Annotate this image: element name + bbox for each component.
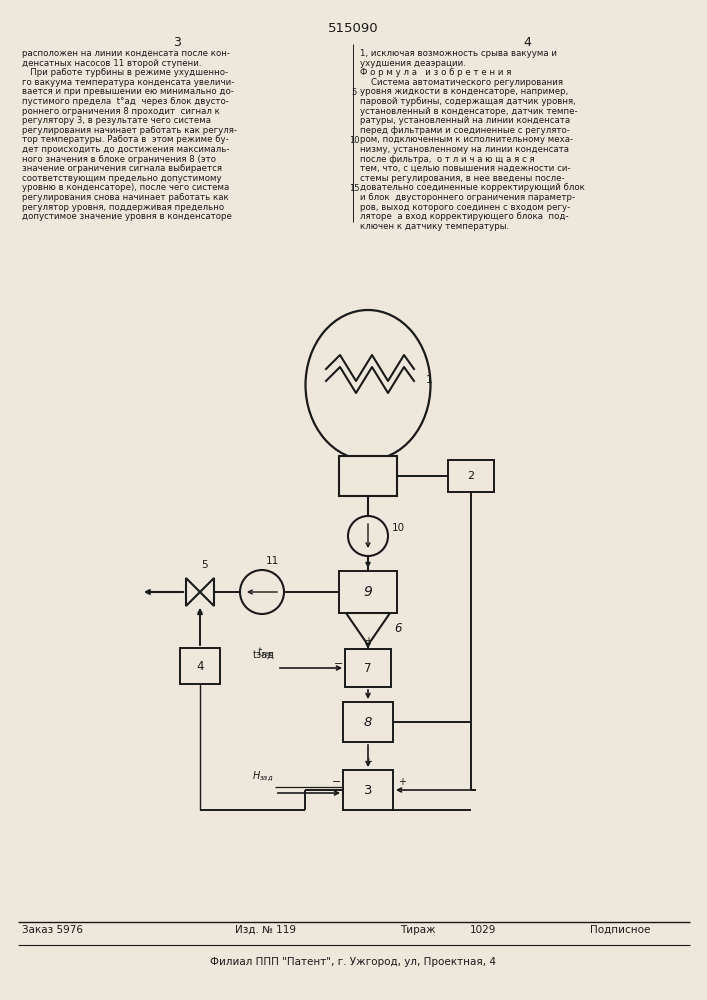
Text: +: + <box>364 757 372 767</box>
Text: 3: 3 <box>173 36 181 49</box>
Text: 2: 2 <box>467 471 474 481</box>
Text: довательно соединенные корректирующий блок: довательно соединенные корректирующий бл… <box>360 183 585 192</box>
Text: паровой турбины, содержащая датчик уровня,: паровой турбины, содержащая датчик уровн… <box>360 97 575 106</box>
Text: 10: 10 <box>349 136 359 145</box>
Text: 1, исключая возможность срыва вакуума и: 1, исключая возможность срыва вакуума и <box>360 49 557 58</box>
Text: значение ограничения сигнала выбирается: значение ограничения сигнала выбирается <box>22 164 222 173</box>
Text: +: + <box>364 636 372 646</box>
Text: ляторе  а вход корректирующего блока  под-: ляторе а вход корректирующего блока под- <box>360 212 568 221</box>
Text: 5: 5 <box>201 560 207 570</box>
Text: 3: 3 <box>363 784 373 796</box>
Text: +: + <box>398 777 406 787</box>
Text: Изд. № 119: Изд. № 119 <box>235 925 296 935</box>
Bar <box>448 460 494 492</box>
Text: ухудшения деаэрации.: ухудшения деаэрации. <box>360 59 466 68</box>
Text: денсатных насосов 11 второй ступени.: денсатных насосов 11 второй ступени. <box>22 59 201 68</box>
Text: Система автоматического регулирования: Система автоматического регулирования <box>360 78 563 87</box>
Text: вается и при превышении ею минимально до-: вается и при превышении ею минимально до… <box>22 87 234 96</box>
Bar <box>339 571 397 613</box>
Polygon shape <box>346 613 390 645</box>
Text: стемы регулирования, в нее введены после-: стемы регулирования, в нее введены после… <box>360 174 565 183</box>
Text: регулирования снова начинает работать как: регулирования снова начинает работать ка… <box>22 193 229 202</box>
Text: 11: 11 <box>265 556 279 566</box>
Text: −: − <box>334 659 344 669</box>
Text: 7: 7 <box>364 662 372 674</box>
Text: tзад: tзад <box>253 650 275 660</box>
Text: Филиал ППП "Патент", г. Ужгород, ул, Проектная, 4: Филиал ППП "Патент", г. Ужгород, ул, Про… <box>210 957 496 967</box>
Text: го вакуума температура конденсата увеличи-: го вакуума температура конденсата увелич… <box>22 78 235 87</box>
Text: соответствующим предельно допустимому: соответствующим предельно допустимому <box>22 174 221 183</box>
Text: ром, подключенным к исполнительному меха-: ром, подключенным к исполнительному меха… <box>360 135 573 144</box>
Text: регулятору 3, в результате чего система: регулятору 3, в результате чего система <box>22 116 211 125</box>
Text: 4: 4 <box>523 36 531 49</box>
Text: перед фильтрами и соединенные с регулято-: перед фильтрами и соединенные с регулято… <box>360 126 570 135</box>
Text: регулятор уровня, поддерживая предельно: регулятор уровня, поддерживая предельно <box>22 203 224 212</box>
Text: Заказ 5976: Заказ 5976 <box>22 925 83 935</box>
Bar <box>343 702 393 742</box>
Text: роннего ограничения 8 проходит  сигнал к: роннего ограничения 8 проходит сигнал к <box>22 107 220 116</box>
Text: 10: 10 <box>392 523 405 533</box>
Text: тем, что, с целью повышения надежности си-: тем, что, с целью повышения надежности с… <box>360 164 571 173</box>
Bar <box>180 648 220 684</box>
Text: 15: 15 <box>349 184 359 193</box>
Text: уровню в конденсаторе), после чего система: уровню в конденсаторе), после чего систе… <box>22 183 229 192</box>
Circle shape <box>348 516 388 556</box>
Polygon shape <box>186 578 200 606</box>
Text: $t_{зад}$: $t_{зад}$ <box>257 646 275 660</box>
Text: 8: 8 <box>364 716 372 728</box>
Text: установленный в конденсаторе, датчик темпе-: установленный в конденсаторе, датчик тем… <box>360 107 578 116</box>
Text: 9: 9 <box>363 585 373 599</box>
Text: после фильтра,  о т л и ч а ю щ а я с я: после фильтра, о т л и ч а ю щ а я с я <box>360 155 534 164</box>
Text: 5: 5 <box>351 88 356 97</box>
Text: ного значения в блоке ограничения 8 (это: ного значения в блоке ограничения 8 (это <box>22 155 216 164</box>
Text: $H_{зад}$: $H_{зад}$ <box>252 770 273 784</box>
Ellipse shape <box>305 310 431 460</box>
Polygon shape <box>200 578 214 606</box>
Text: тор температуры. Работа в  этом режиме бу-: тор температуры. Работа в этом режиме бу… <box>22 135 229 144</box>
Text: Ф о р м у л а   и з о б р е т е н и я: Ф о р м у л а и з о б р е т е н и я <box>360 68 511 77</box>
Bar <box>345 649 391 687</box>
Text: Подписное: Подписное <box>590 925 650 935</box>
Text: ключен к датчику температуры.: ключен к датчику температуры. <box>360 222 509 231</box>
Text: дет происходить до достижения максималь-: дет происходить до достижения максималь- <box>22 145 230 154</box>
Text: 1029: 1029 <box>470 925 496 935</box>
Circle shape <box>240 570 284 614</box>
Text: 6: 6 <box>394 622 402 636</box>
Bar <box>343 770 393 810</box>
Text: 1: 1 <box>426 375 433 385</box>
Text: допустимое значение уровня в конденсаторе: допустимое значение уровня в конденсатор… <box>22 212 232 221</box>
Text: расположен на линии конденсата после кон-: расположен на линии конденсата после кон… <box>22 49 230 58</box>
Text: 4: 4 <box>197 660 204 672</box>
Text: регулирования начинает работать как регуля-: регулирования начинает работать как регу… <box>22 126 237 135</box>
Text: 515090: 515090 <box>327 22 378 35</box>
Text: Тираж: Тираж <box>400 925 436 935</box>
Text: и блок  двустороннего ограничения параметр-: и блок двустороннего ограничения парамет… <box>360 193 575 202</box>
Text: уровня жидкости в конденсаторе, например,: уровня жидкости в конденсаторе, например… <box>360 87 568 96</box>
Text: низму, установленному на линии конденсата: низму, установленному на линии конденсат… <box>360 145 569 154</box>
Text: При работе турбины в режиме ухудшенно-: При работе турбины в режиме ухудшенно- <box>22 68 228 77</box>
Text: ратуры, установленный на линии конденсата: ратуры, установленный на линии конденсат… <box>360 116 570 125</box>
Bar <box>339 456 397 496</box>
Text: ров, выход которого соединен с входом регу-: ров, выход которого соединен с входом ре… <box>360 203 571 212</box>
Text: −: − <box>332 777 341 787</box>
Text: пустимого предела  t°ад  через блок двусто-: пустимого предела t°ад через блок двусто… <box>22 97 229 106</box>
